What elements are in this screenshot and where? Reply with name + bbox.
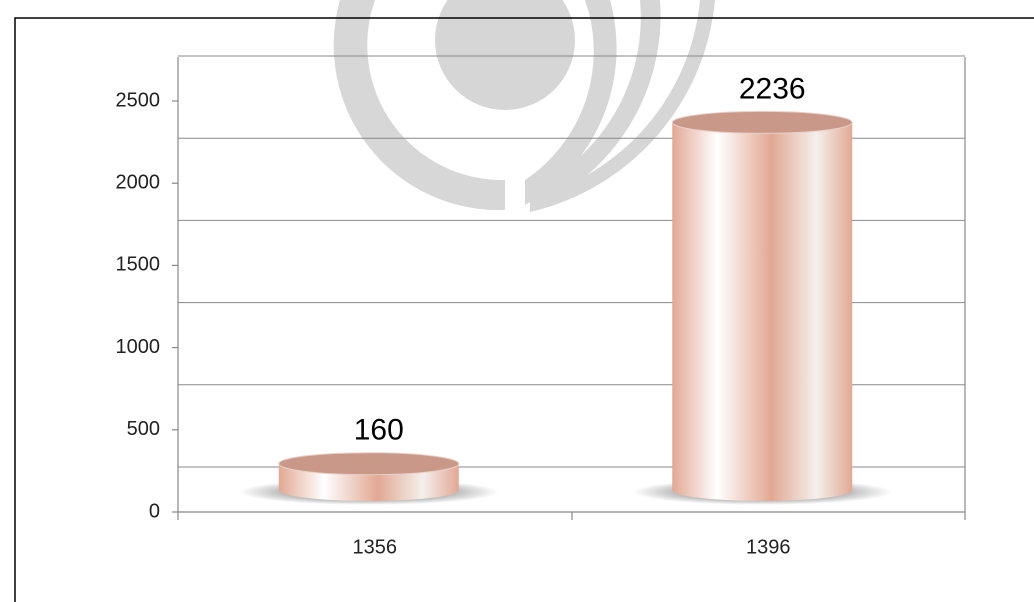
frame [14, 17, 1034, 602]
y-tick-label: 500 [127, 418, 160, 440]
data-label: 160 [354, 414, 404, 447]
x-tick-label: 1356 [353, 536, 398, 558]
y-tick-label: 0 [149, 500, 160, 522]
y-tick-label: 1000 [116, 336, 161, 358]
bar-top [278, 452, 460, 476]
data-label: 2236 [739, 72, 806, 105]
y-tick-label: 2500 [116, 89, 161, 111]
x-tick-label: 1396 [746, 536, 791, 558]
bar-top [671, 110, 853, 134]
y-tick-label: 1500 [116, 254, 161, 276]
y-tick-label: 2000 [116, 171, 161, 193]
bar [672, 122, 853, 501]
watermark [333, 0, 715, 212]
